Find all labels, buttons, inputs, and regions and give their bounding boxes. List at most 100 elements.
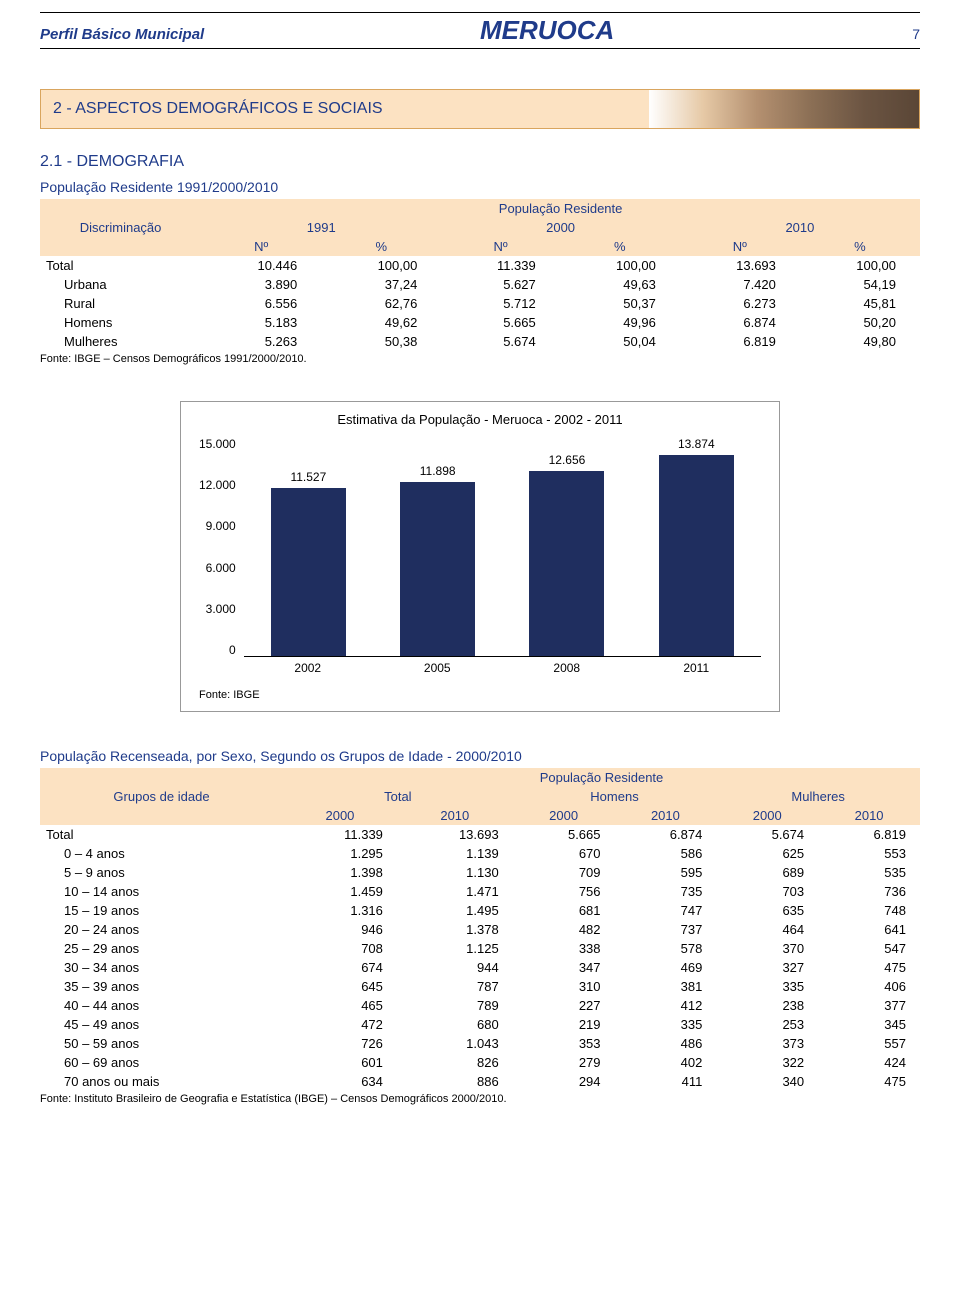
chart-fonte: Fonte: IBGE [199,689,761,701]
cell-value: 1.295 [283,844,397,863]
cell-value: 279 [513,1053,615,1072]
table2-year-4: 2000 [716,806,818,825]
table1-sub-no-2: Nº [680,237,800,256]
cell-value: 634 [283,1072,397,1091]
table-row: 15 – 19 anos1.3161.495681747635748 [40,901,920,920]
cell-value: 747 [615,901,717,920]
cell-value: 50,20 [800,313,920,332]
cell-value: 424 [818,1053,920,1072]
cell-value: 49,80 [800,332,920,351]
cell-value: 6.556 [201,294,321,313]
cell-value: 50,37 [560,294,680,313]
chart-container: Estimativa da População - Meruoca - 2002… [180,401,780,712]
table2-fonte: Fonte: Instituto Brasileiro de Geografia… [40,1093,920,1105]
row-label: Rural [40,294,201,313]
cell-value: 6.819 [680,332,800,351]
cell-value: 578 [615,939,717,958]
cell-value: 6.874 [615,825,717,844]
row-label: Total [40,825,283,844]
cell-value: 11.339 [441,256,559,275]
cell-value: 535 [818,863,920,882]
cell-value: 886 [397,1072,513,1091]
row-label: 60 – 69 anos [40,1053,283,1072]
cell-value: 219 [513,1015,615,1034]
chart-ytick: 9.000 [206,519,236,533]
subsection-rest: EMOGRAFIA [88,153,184,170]
table1-year-0: 1991 [201,218,441,237]
cell-value: 253 [716,1015,818,1034]
chart-bar [529,471,604,656]
cell-value: 10.446 [201,256,321,275]
header-left: Perfil Básico Municipal [40,26,204,43]
cell-value: 726 [283,1034,397,1053]
cell-value: 377 [818,996,920,1015]
cell-value: 6.874 [680,313,800,332]
cell-value: 5.263 [201,332,321,351]
cell-value: 1.139 [397,844,513,863]
chart-bar [271,488,346,656]
chart-ytick: 0 [229,643,236,657]
chart-xtick: 2005 [380,661,494,675]
chart-bar-value-label: 12.656 [549,453,586,467]
cell-value: 625 [716,844,818,863]
table-row: 40 – 44 anos465789227412238377 [40,996,920,1015]
cell-value: 100,00 [321,256,441,275]
cell-value: 1.125 [397,939,513,958]
cell-value: 54,19 [800,275,920,294]
header-top-rule [40,12,920,13]
cell-value: 45,81 [800,294,920,313]
chart-ytick: 3.000 [206,602,236,616]
cell-value: 338 [513,939,615,958]
chart-xtick: 2008 [510,661,624,675]
cell-value: 353 [513,1034,615,1053]
table2-caption: População Recenseada, por Sexo, Segundo … [40,748,920,764]
chart-bar [659,455,734,656]
cell-value: 708 [283,939,397,958]
row-label: Mulheres [40,332,201,351]
page-header: Perfil Básico Municipal MERUOCA 7 [40,15,920,46]
cell-value: 49,96 [560,313,680,332]
row-label: 20 – 24 anos [40,920,283,939]
cell-value: 475 [818,958,920,977]
row-label: 30 – 34 anos [40,958,283,977]
cell-value: 238 [716,996,818,1015]
cell-value: 402 [615,1053,717,1072]
cell-value: 100,00 [800,256,920,275]
table1-super-header: População Residente [201,199,920,218]
table-row: Total11.33913.6935.6656.8745.6746.819 [40,825,920,844]
table1-fonte: Fonte: IBGE – Censos Demográficos 1991/2… [40,353,920,365]
cell-value: 709 [513,863,615,882]
row-label: 50 – 59 anos [40,1034,283,1053]
table-row: 5 – 9 anos1.3981.130709595689535 [40,863,920,882]
cell-value: 681 [513,901,615,920]
chart-y-axis: 15.00012.0009.0006.0003.0000 [199,437,244,657]
cell-value: 595 [615,863,717,882]
cell-value: 335 [716,977,818,996]
chart-bar-group: 11.898 [381,437,495,656]
cell-value: 1.495 [397,901,513,920]
table-row: Total10.446100,0011.339100,0013.693100,0… [40,256,920,275]
table-row: 70 anos ou mais634886294411340475 [40,1072,920,1091]
cell-value: 1.459 [283,882,397,901]
table-row: 25 – 29 anos7081.125338578370547 [40,939,920,958]
section-banner-image [649,90,919,128]
table1-sub-pct-1: % [560,237,680,256]
cell-value: 100,00 [560,256,680,275]
cell-value: 294 [513,1072,615,1091]
table2: Grupos de idade População Residente Tota… [40,768,920,1091]
table-row: 10 – 14 anos1.4591.471756735703736 [40,882,920,901]
table-row: 45 – 49 anos472680219335253345 [40,1015,920,1034]
cell-value: 62,76 [321,294,441,313]
row-label: 45 – 49 anos [40,1015,283,1034]
cell-value: 1.130 [397,863,513,882]
cell-value: 1.043 [397,1034,513,1053]
cell-value: 789 [397,996,513,1015]
row-label: 40 – 44 anos [40,996,283,1015]
table1-sub-no-1: Nº [441,237,559,256]
cell-value: 347 [513,958,615,977]
cell-value: 5.674 [441,332,559,351]
table-row: 20 – 24 anos9461.378482737464641 [40,920,920,939]
cell-value: 5.674 [716,825,818,844]
cell-value: 826 [397,1053,513,1072]
cell-value: 49,63 [560,275,680,294]
